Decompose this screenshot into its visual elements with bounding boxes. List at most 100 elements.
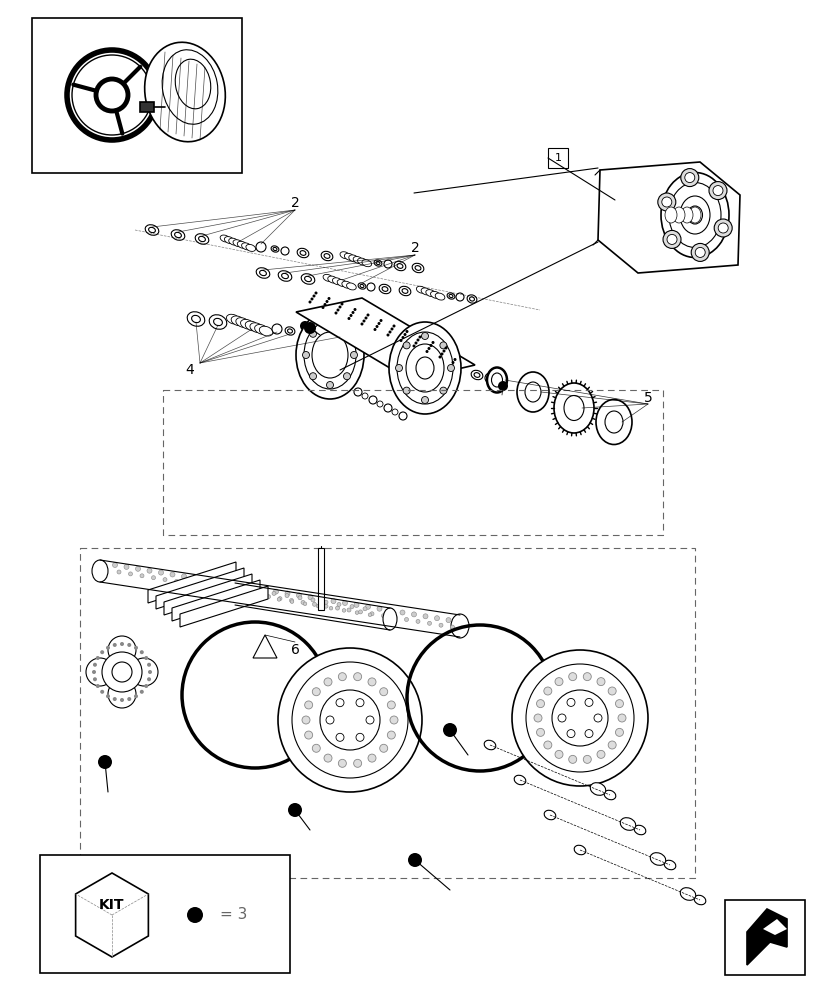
Circle shape (391, 409, 398, 415)
Circle shape (140, 690, 144, 694)
Circle shape (243, 591, 247, 595)
Ellipse shape (402, 289, 408, 293)
Circle shape (439, 342, 447, 349)
Ellipse shape (688, 207, 700, 223)
Circle shape (187, 907, 203, 923)
Circle shape (216, 580, 221, 585)
Circle shape (552, 690, 607, 746)
Ellipse shape (368, 338, 380, 347)
Ellipse shape (187, 312, 204, 326)
Circle shape (403, 342, 409, 349)
Circle shape (284, 594, 289, 598)
Polygon shape (148, 562, 236, 603)
Ellipse shape (304, 276, 311, 282)
Circle shape (323, 600, 327, 604)
Circle shape (148, 670, 152, 674)
Ellipse shape (374, 260, 381, 266)
Ellipse shape (412, 263, 423, 273)
Circle shape (255, 593, 259, 597)
Circle shape (312, 744, 320, 752)
Circle shape (381, 614, 385, 618)
Circle shape (367, 754, 375, 762)
Ellipse shape (524, 382, 540, 402)
Circle shape (431, 341, 434, 344)
Circle shape (354, 602, 359, 607)
Ellipse shape (563, 395, 583, 420)
Ellipse shape (590, 783, 605, 795)
Circle shape (304, 322, 316, 334)
Circle shape (384, 404, 391, 412)
Ellipse shape (491, 373, 502, 387)
Circle shape (399, 339, 402, 342)
Circle shape (418, 336, 421, 338)
Ellipse shape (335, 333, 345, 341)
Ellipse shape (435, 293, 444, 300)
Circle shape (392, 324, 395, 328)
Ellipse shape (553, 383, 593, 433)
Circle shape (536, 728, 544, 736)
Circle shape (343, 330, 350, 337)
Ellipse shape (130, 658, 158, 686)
Circle shape (319, 597, 324, 602)
Circle shape (533, 714, 542, 722)
Circle shape (198, 583, 201, 587)
Circle shape (308, 595, 313, 600)
Circle shape (412, 344, 415, 348)
Ellipse shape (198, 236, 205, 242)
Circle shape (714, 219, 731, 237)
Circle shape (440, 353, 443, 356)
Circle shape (358, 610, 362, 614)
Circle shape (100, 690, 104, 694)
Circle shape (120, 642, 124, 646)
Circle shape (246, 587, 250, 591)
Circle shape (127, 643, 131, 647)
Ellipse shape (672, 207, 684, 223)
Circle shape (353, 308, 356, 311)
Ellipse shape (668, 182, 720, 247)
Circle shape (140, 574, 144, 578)
Circle shape (304, 731, 313, 739)
Circle shape (425, 350, 428, 353)
Circle shape (369, 396, 376, 404)
Ellipse shape (686, 206, 701, 224)
Circle shape (158, 570, 163, 575)
Ellipse shape (425, 290, 435, 297)
Text: 1: 1 (554, 153, 561, 163)
Circle shape (370, 612, 374, 616)
Circle shape (557, 714, 566, 722)
Circle shape (343, 373, 350, 380)
Circle shape (447, 364, 454, 371)
Ellipse shape (304, 321, 356, 389)
Ellipse shape (287, 329, 292, 333)
Circle shape (596, 678, 605, 686)
Ellipse shape (386, 341, 390, 345)
Circle shape (393, 616, 396, 620)
Ellipse shape (236, 318, 249, 327)
Circle shape (376, 401, 383, 407)
Circle shape (384, 260, 391, 268)
Ellipse shape (466, 295, 476, 303)
Circle shape (347, 317, 350, 320)
Circle shape (278, 597, 282, 601)
Ellipse shape (399, 286, 410, 296)
Ellipse shape (255, 325, 268, 334)
Circle shape (117, 570, 121, 574)
Circle shape (379, 319, 382, 322)
Ellipse shape (224, 237, 234, 244)
Circle shape (661, 197, 671, 207)
Circle shape (92, 670, 96, 674)
Circle shape (277, 598, 280, 601)
Ellipse shape (349, 332, 361, 340)
Circle shape (338, 759, 346, 767)
Circle shape (415, 619, 419, 623)
Circle shape (326, 716, 333, 724)
Circle shape (314, 292, 317, 294)
Circle shape (585, 698, 592, 706)
Circle shape (416, 338, 419, 342)
Ellipse shape (348, 255, 358, 262)
Circle shape (204, 578, 209, 583)
Ellipse shape (145, 42, 225, 142)
Circle shape (342, 600, 347, 605)
Ellipse shape (278, 271, 291, 281)
Circle shape (376, 606, 381, 611)
